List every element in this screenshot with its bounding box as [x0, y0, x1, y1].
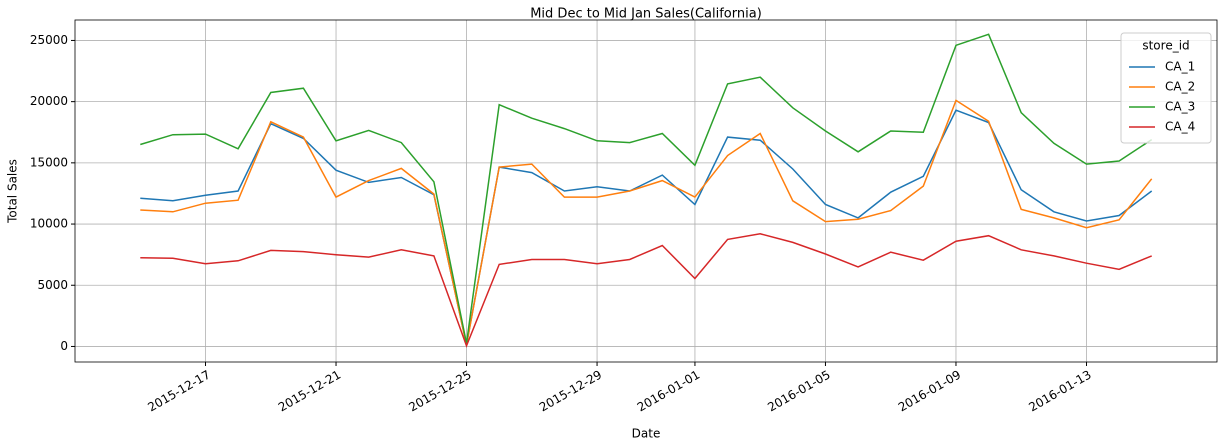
- chart-title: Mid Dec to Mid Jan Sales(California): [530, 7, 762, 22]
- x-tick-label: 2015-12-21: [276, 368, 343, 415]
- y-tick-label: 10000: [30, 217, 68, 231]
- x-tick-label: 2015-12-29: [537, 368, 604, 415]
- y-axis-label: Total Sales: [6, 159, 20, 224]
- legend-label: CA_1: [1165, 60, 1195, 74]
- x-tick-label: 2016-01-05: [765, 368, 832, 415]
- y-tick-label: 15000: [30, 155, 68, 169]
- legend-label: CA_4: [1165, 120, 1195, 134]
- x-tick-label: 2016-01-13: [1026, 368, 1093, 415]
- x-tick-label: 2016-01-01: [635, 368, 702, 415]
- data-line: [140, 233, 1152, 348]
- plot-frame: [74, 19, 1218, 363]
- legend-box: [1120, 32, 1212, 144]
- y-tick-label: 5000: [37, 278, 68, 292]
- y-tick-label: 25000: [30, 33, 68, 47]
- data-line: [140, 33, 1153, 344]
- x-axis-label: Date: [632, 427, 661, 441]
- x-tick-label: 2015-12-17: [145, 368, 212, 415]
- y-tick-label: 20000: [30, 94, 68, 108]
- data-line: [140, 99, 1153, 346]
- y-tick-label: 0: [60, 339, 68, 353]
- legend-label: CA_2: [1165, 80, 1195, 94]
- data-line: [140, 109, 1153, 345]
- x-tick-label: 2015-12-25: [406, 368, 473, 415]
- legend-title: store_id: [1142, 39, 1189, 53]
- x-tick-label: 2016-01-09: [896, 368, 963, 415]
- legend-label: CA_3: [1165, 100, 1195, 114]
